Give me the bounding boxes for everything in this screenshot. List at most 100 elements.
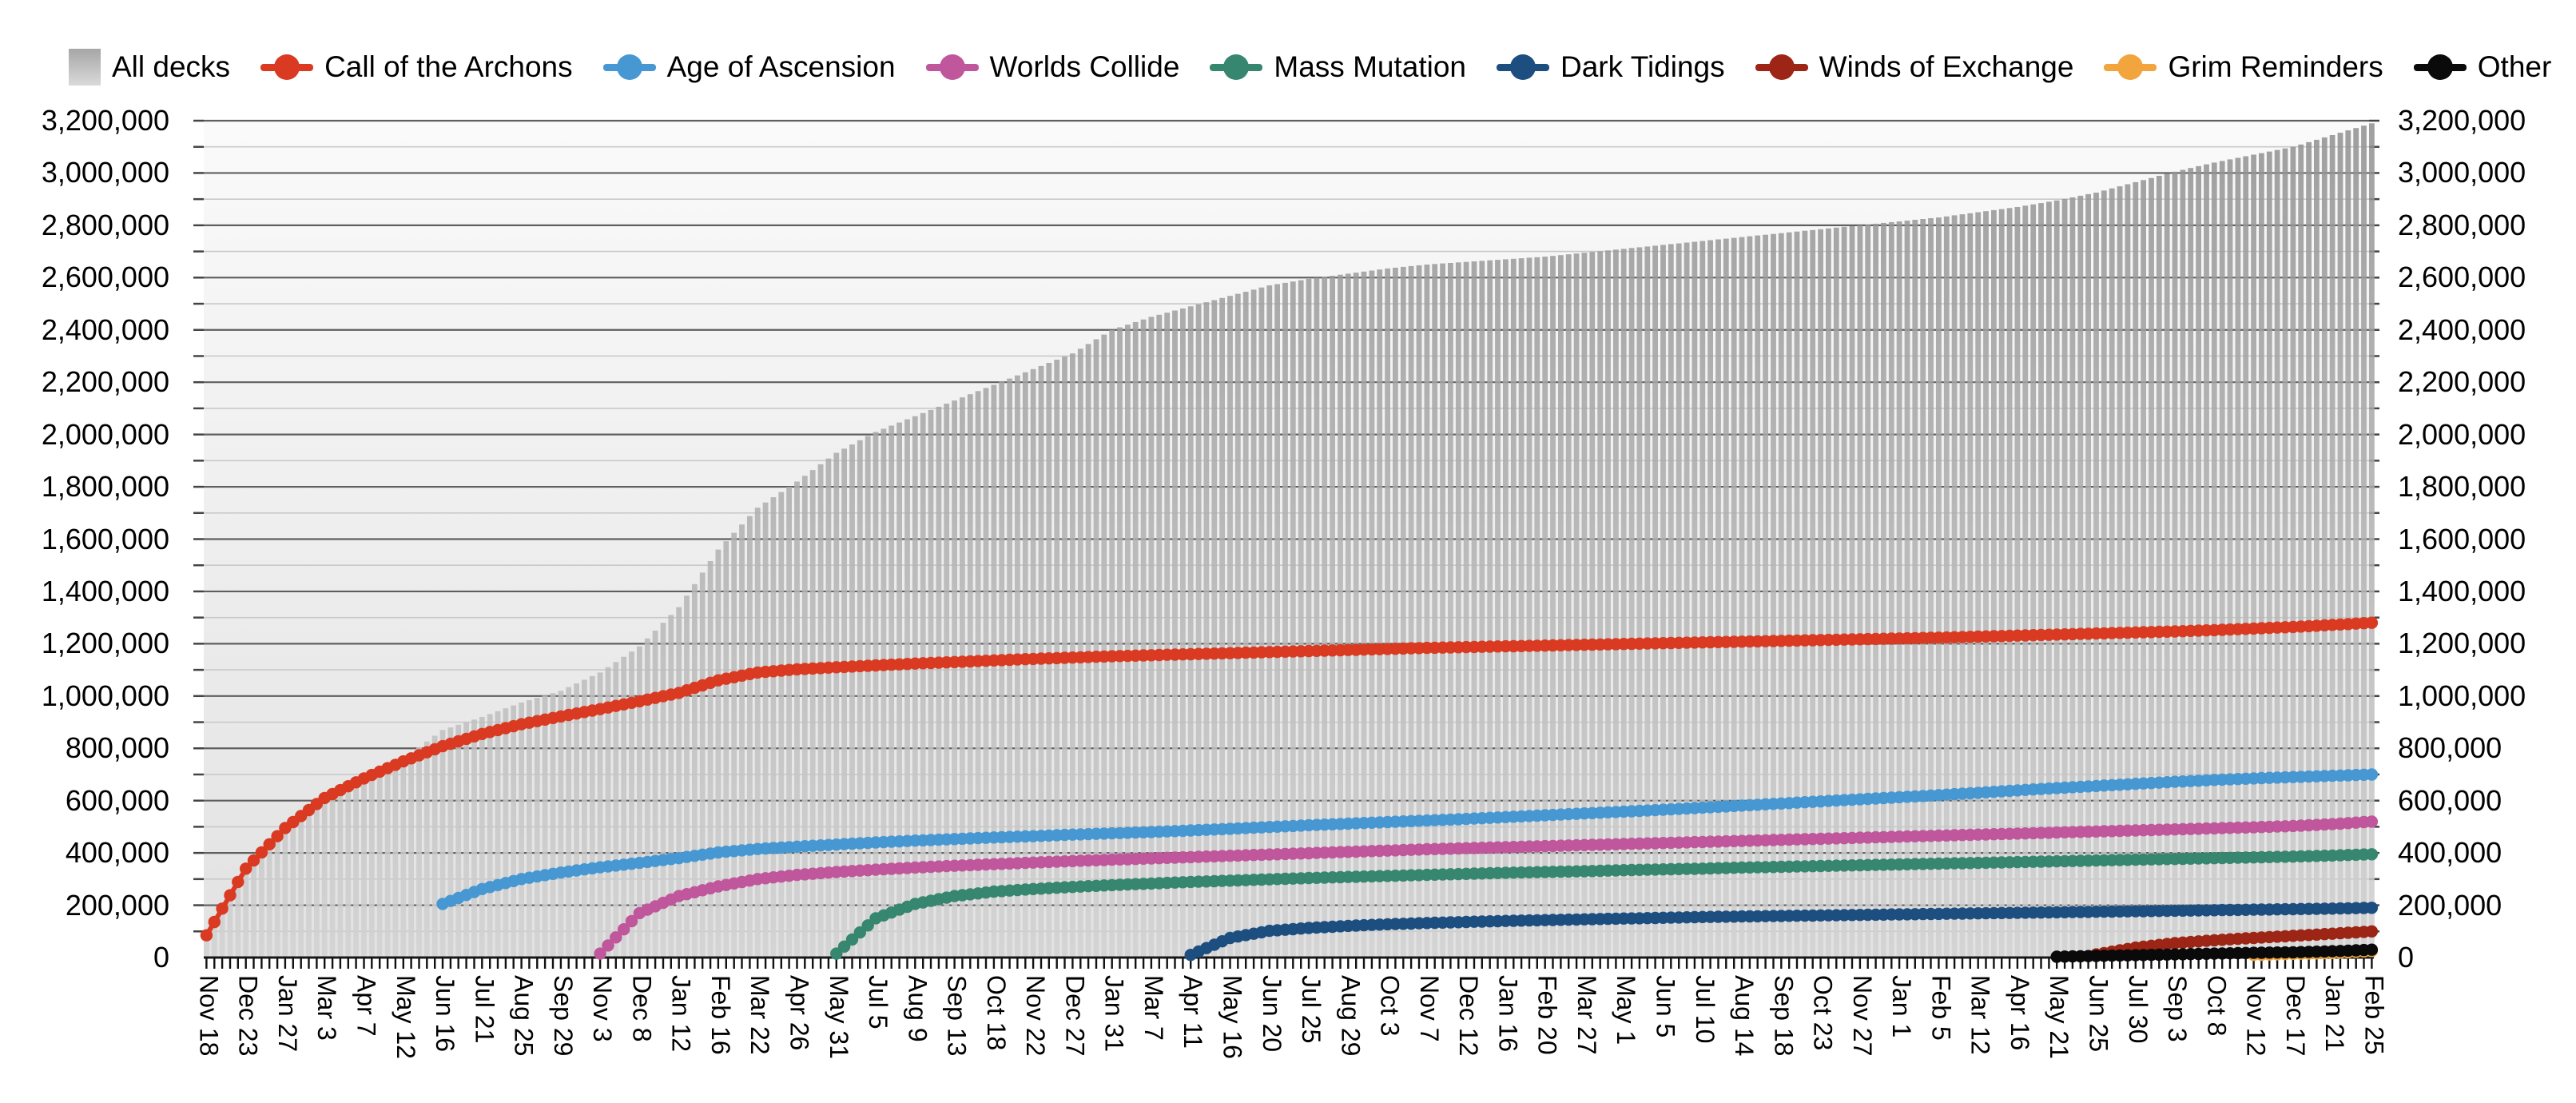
y-axis-label-right: 1,200,000: [2398, 627, 2526, 660]
x-axis-label: Apr 16: [2005, 975, 2034, 1051]
x-axis-label: May 12: [391, 975, 420, 1059]
chart-legend: All decks Call of the Archons Age of Ascen…: [69, 42, 2551, 93]
legend-line-marker-icon: [1210, 54, 1263, 80]
legend-line-marker-icon: [602, 54, 656, 80]
x-axis-label: Jun 16: [431, 975, 460, 1053]
x-axis-label: Aug 14: [1730, 975, 1759, 1057]
y-axis-label-right: 3,200,000: [2398, 104, 2526, 137]
legend-item-mass-mutation[interactable]: Mass Mutation: [1210, 50, 1466, 84]
legend-dot-icon: [2427, 54, 2453, 80]
legend-dot-icon: [939, 54, 965, 80]
x-axis-label: Nov 12: [2241, 975, 2271, 1057]
x-axis-label: May 1: [1612, 975, 1641, 1045]
y-axis-label-left: 2,600,000: [41, 261, 169, 294]
x-axis-label: Sep 3: [2163, 975, 2192, 1042]
legend-label: Winds of Exchange: [1819, 50, 2074, 83]
y-axis-label-right: 1,800,000: [2398, 470, 2526, 504]
x-axis-label: Jul 5: [864, 975, 893, 1029]
x-axis-label: Aug 25: [509, 975, 539, 1057]
y-axis-label-right: 600,000: [2398, 783, 2502, 817]
legend-item-dark-tidings[interactable]: Dark Tidings: [1497, 50, 1725, 84]
y-axis-label-left: 800,000: [65, 731, 169, 765]
x-axis-label: Sep 29: [548, 975, 578, 1057]
legend-item-call-of-the-archons[interactable]: Call of the Archons: [260, 50, 573, 84]
legend-label: Worlds Collide: [989, 50, 1180, 83]
series-worlds-collide: [594, 815, 2379, 960]
x-axis-label: Jan 12: [666, 975, 696, 1053]
y-axis-label-right: 3,000,000: [2398, 156, 2526, 189]
legend-item-age-of-ascension[interactable]: Age of Ascension: [602, 50, 896, 84]
legend-dot-icon: [616, 54, 642, 80]
series-all-decks-bars: [204, 123, 2375, 958]
y-axis-label-right: 1,400,000: [2398, 574, 2526, 607]
y-axis-label-right: 2,200,000: [2398, 365, 2526, 399]
y-axis-label-right: 400,000: [2398, 836, 2502, 870]
x-axis-label: May 16: [1218, 975, 1247, 1059]
legend-line-marker-icon: [2413, 54, 2467, 80]
x-axis-label: Sep 18: [1769, 975, 1799, 1057]
legend-line-marker-icon: [925, 54, 979, 80]
x-axis: [204, 956, 2374, 969]
x-axis-label: Jul 25: [1297, 975, 1326, 1044]
x-axis-label: Feb 16: [706, 975, 735, 1055]
x-axis-label: Jul 21: [470, 975, 499, 1044]
x-axis-label: Nov 18: [194, 975, 224, 1057]
y-axis-label-left: 1,800,000: [41, 470, 169, 504]
legend-dot-icon: [1223, 54, 1250, 80]
x-axis-label: Oct 8: [2202, 975, 2232, 1037]
legend-label: Age of Ascension: [666, 50, 896, 83]
y-axis-label-left: 2,200,000: [41, 365, 169, 399]
y-axis-label-left: 200,000: [65, 888, 169, 922]
legend-bar-swatch-icon: [69, 49, 101, 86]
legend-label: Call of the Archons: [324, 50, 573, 83]
legend-label: Dark Tidings: [1560, 50, 1725, 83]
x-axis-label: Jun 20: [1257, 975, 1286, 1053]
legend-dot-icon: [274, 54, 300, 80]
x-axis-label: Mar 27: [1572, 975, 1601, 1055]
x-axis-label: Jul 30: [2123, 975, 2153, 1044]
y-axis-label-left: 1,600,000: [41, 522, 169, 555]
y-axis-label-left: 1,200,000: [41, 627, 169, 660]
y-axis-label-left: 3,200,000: [41, 104, 169, 137]
x-axis-label: Dec 12: [1454, 975, 1484, 1057]
y-axis-label-left: 3,000,000: [41, 156, 169, 189]
x-axis-label: Jun 5: [1651, 975, 1680, 1038]
legend-item-grim-reminders[interactable]: Grim Reminders: [2104, 50, 2383, 84]
y-axis-label-left: 0: [153, 941, 169, 974]
legend-item-other[interactable]: Other: [2413, 50, 2551, 84]
y-axis-label-right: 2,800,000: [2398, 208, 2526, 241]
x-axis-label: Feb 5: [1926, 975, 1956, 1041]
x-axis-label: Jun 25: [2084, 975, 2113, 1053]
x-axis-label: Apr 7: [352, 975, 381, 1037]
legend-line-marker-icon: [1497, 54, 1549, 80]
y-axis-label-left: 2,800,000: [41, 208, 169, 241]
x-axis-label: Dec 27: [1060, 975, 1090, 1057]
x-axis-label: Dec 17: [2280, 975, 2310, 1057]
x-axis-label: Aug 9: [903, 975, 932, 1042]
legend-item-worlds-collide[interactable]: Worlds Collide: [925, 50, 1180, 84]
y-axis-label-right: 0: [2398, 941, 2415, 974]
legend-line-marker-icon: [260, 54, 314, 80]
legend-line-marker-icon: [1755, 54, 1808, 80]
x-axis-label: Jan 16: [1493, 975, 1523, 1053]
x-axis-label: Nov 3: [588, 975, 618, 1042]
y-axis-label-left: 400,000: [65, 836, 169, 870]
x-axis-label: Jan 21: [2320, 975, 2350, 1053]
y-axis-label-right: 2,400,000: [2398, 313, 2526, 346]
legend-item-all-decks[interactable]: All decks: [69, 49, 230, 86]
x-axis-label: Apr 11: [1179, 975, 1208, 1049]
legend-line-marker-icon: [2104, 54, 2157, 80]
x-axis-label: Jul 10: [1690, 975, 1719, 1044]
y-axis-label-right: 1,000,000: [2398, 679, 2526, 712]
legend-label: Grim Reminders: [2168, 50, 2383, 83]
x-axis-label: Jan 1: [1887, 975, 1917, 1038]
x-axis-label: Mar 12: [1966, 975, 1995, 1055]
y-axis-label-left: 2,000,000: [41, 417, 169, 451]
series-age-of-ascension: [436, 768, 2379, 910]
x-axis-label: Feb 20: [1532, 975, 1562, 1055]
x-axis-label: Oct 18: [981, 975, 1011, 1051]
legend-item-winds-of-exchange[interactable]: Winds of Exchange: [1755, 50, 2074, 84]
x-axis-label: Oct 23: [1808, 975, 1838, 1051]
x-axis-label: Jan 27: [272, 975, 302, 1053]
x-axis-label: Aug 29: [1336, 975, 1366, 1057]
